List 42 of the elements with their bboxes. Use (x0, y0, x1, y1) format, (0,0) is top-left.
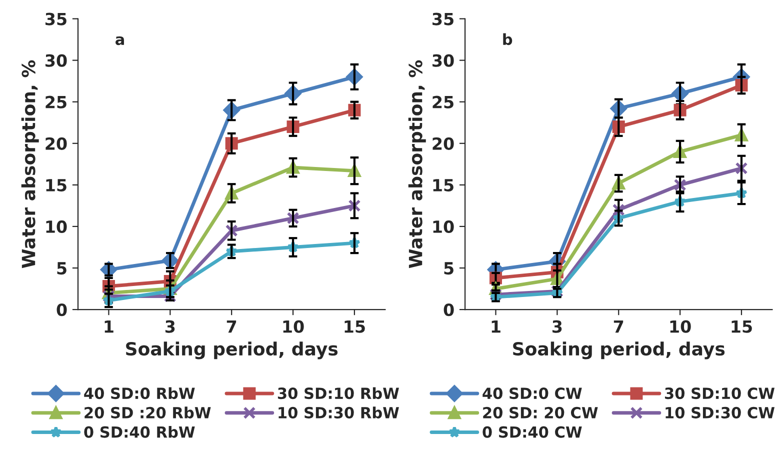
x-tick-label: 10 (283, 320, 304, 333)
y-axis-title: Water absorption, % (21, 60, 39, 268)
y-tick-label: 30 (432, 54, 454, 67)
y-tick-label: 5 (57, 262, 66, 275)
y-tick-label: 5 (444, 262, 454, 275)
legend-label: 20 SD: 20 CW (483, 406, 598, 418)
x-tick-label: 15 (732, 320, 752, 333)
y-tick-label: 20 (432, 137, 454, 150)
y-tick-label: 25 (432, 96, 454, 108)
y-tick-label: 10 (46, 220, 67, 234)
y-tick-label: 15 (433, 179, 454, 192)
x-tick-label: 10 (670, 320, 691, 333)
x-tick-label: 3 (165, 320, 175, 333)
y-tick-label: 35 (46, 12, 66, 26)
x-tick-label: 15 (344, 320, 365, 333)
y-tick-label: 15 (46, 179, 66, 192)
legend-label: 30 SD:10 RbW (278, 387, 399, 400)
x-tick-label: 7 (226, 320, 236, 333)
legend-label: 10 SD:30 CW (666, 406, 775, 418)
y-tick-label: 10 (433, 220, 454, 234)
x-tick-label: 1 (104, 320, 114, 333)
y-tick-label: 25 (46, 96, 66, 108)
x-axis-title: Soaking period, days (513, 342, 725, 360)
text: a (116, 36, 124, 46)
text: b (503, 33, 512, 46)
legend-label: 20 SD :20 RbW (84, 406, 211, 418)
y-tick-label: 0 (56, 304, 67, 316)
y-tick-label: 30 (46, 54, 67, 67)
x-tick-label: 7 (614, 320, 624, 333)
y-axis-title: Water absorption, % (408, 60, 426, 268)
legend-label: 10 SD:30 RbW (278, 406, 399, 418)
y-tick-label: 35 (432, 12, 454, 26)
x-tick-label: 1 (492, 320, 500, 333)
legend-label: 30 SD:10 CW (664, 388, 775, 400)
legend-label: 40 SD:0 CW (482, 388, 582, 400)
y-tick-label: 0 (444, 304, 454, 316)
legend-label: 0 SD:40 RbW (84, 426, 195, 438)
x-axis-title: Soaking period, days (126, 342, 338, 360)
x-tick-label: 3 (552, 320, 562, 333)
y-tick-label: 20 (46, 137, 67, 150)
legend-label: 0 SD:40 CW (482, 426, 582, 438)
legend-label: 40 SD:0 RbW (84, 387, 195, 400)
